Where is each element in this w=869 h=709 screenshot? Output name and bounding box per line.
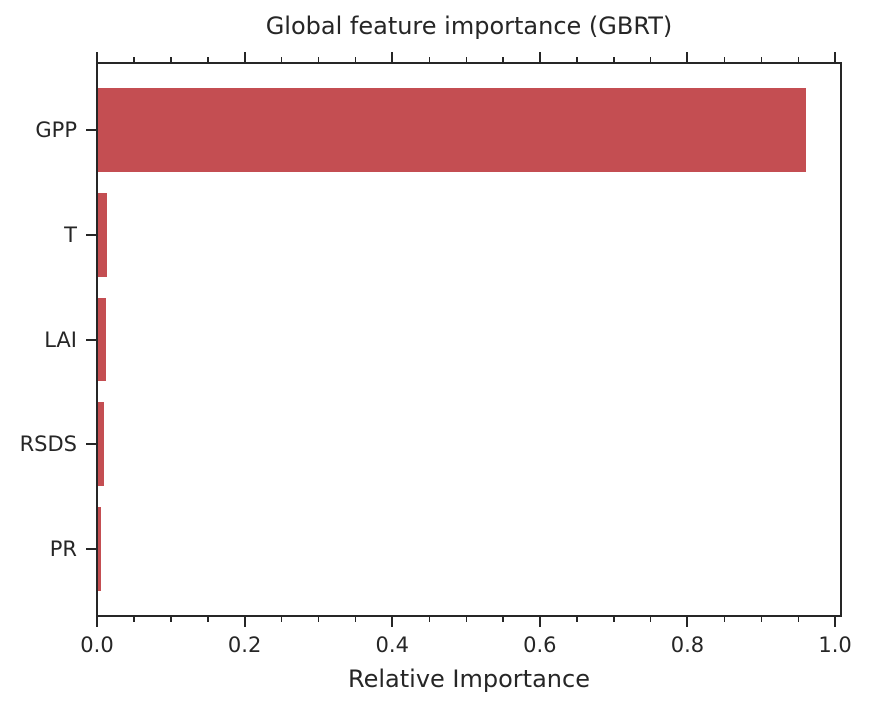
x-major-tick-top [686, 52, 689, 63]
x-minor-tick-top [281, 57, 283, 63]
x-minor-tick-top [613, 57, 615, 63]
x-major-tick-bottom [834, 616, 837, 627]
x-tick-label-1.0: 1.0 [818, 633, 852, 657]
x-minor-tick-top [760, 57, 763, 63]
x-minor-tick-bottom [317, 616, 320, 622]
x-minor-tick-bottom [133, 616, 135, 622]
x-minor-tick-bottom [723, 616, 726, 622]
x-minor-tick-bottom [207, 616, 209, 622]
x-minor-tick-top [133, 57, 135, 63]
x-minor-tick-bottom [576, 616, 578, 622]
x-minor-tick-top [797, 57, 800, 63]
x-major-tick-top [243, 52, 246, 63]
x-tick-label-0.8: 0.8 [670, 633, 705, 657]
x-minor-tick-bottom [170, 616, 172, 622]
x-minor-tick-bottom [797, 616, 800, 622]
x-minor-tick-top [465, 57, 467, 63]
x-minor-tick-bottom [650, 616, 652, 622]
x-major-tick-top [834, 52, 837, 63]
chart-title: Global feature importance (GBRT) [265, 12, 673, 40]
x-minor-tick-top [576, 57, 578, 63]
x-minor-tick-top [428, 57, 431, 63]
x-axis-label: Relative Importance [348, 665, 590, 693]
y-tick-PR [86, 547, 97, 550]
x-tick-label-0.6: 0.6 [523, 633, 557, 657]
y-tick-GPP [86, 129, 97, 132]
x-major-tick-top [538, 52, 541, 63]
x-minor-tick-top [317, 57, 320, 63]
x-minor-tick-bottom [465, 616, 467, 622]
y-tick-label-RSDS: RSDS [19, 432, 77, 457]
x-minor-tick-bottom [760, 616, 763, 622]
x-major-tick-bottom [243, 616, 246, 627]
x-minor-tick-top [723, 57, 726, 63]
x-minor-tick-top [207, 57, 209, 63]
x-minor-tick-bottom [354, 616, 357, 622]
x-minor-tick-top [502, 57, 504, 63]
y-tick-LAI [86, 338, 97, 341]
x-minor-tick-bottom [613, 616, 615, 622]
x-major-tick-bottom [96, 616, 98, 627]
bar-RSDS [98, 402, 104, 487]
y-tick-label-T: T [64, 222, 77, 247]
plot-area [96, 62, 842, 617]
x-major-tick-bottom [538, 616, 541, 627]
x-tick-label-0.4: 0.4 [375, 633, 409, 657]
bar-PR [98, 507, 102, 591]
x-minor-tick-top [170, 57, 172, 63]
x-minor-tick-bottom [281, 616, 283, 622]
y-tick-T [86, 233, 97, 236]
x-minor-tick-top [650, 57, 652, 63]
y-tick-label-LAI: LAI [44, 327, 77, 352]
x-minor-tick-bottom [502, 616, 504, 622]
x-minor-tick-bottom [428, 616, 431, 622]
y-tick-label-PR: PR [49, 536, 77, 561]
bar-LAI [98, 297, 106, 382]
x-major-tick-bottom [391, 616, 394, 627]
x-major-tick-top [391, 52, 394, 63]
x-major-tick-bottom [686, 616, 689, 627]
y-tick-label-GPP: GPP [35, 118, 77, 143]
x-major-tick-top [96, 52, 98, 63]
y-tick-RSDS [86, 443, 97, 446]
x-tick-label-0.0: 0.0 [80, 633, 114, 657]
bar-GPP [98, 88, 806, 172]
x-tick-label-0.2: 0.2 [227, 633, 262, 657]
x-minor-tick-top [354, 57, 357, 63]
bar-T [98, 192, 107, 277]
